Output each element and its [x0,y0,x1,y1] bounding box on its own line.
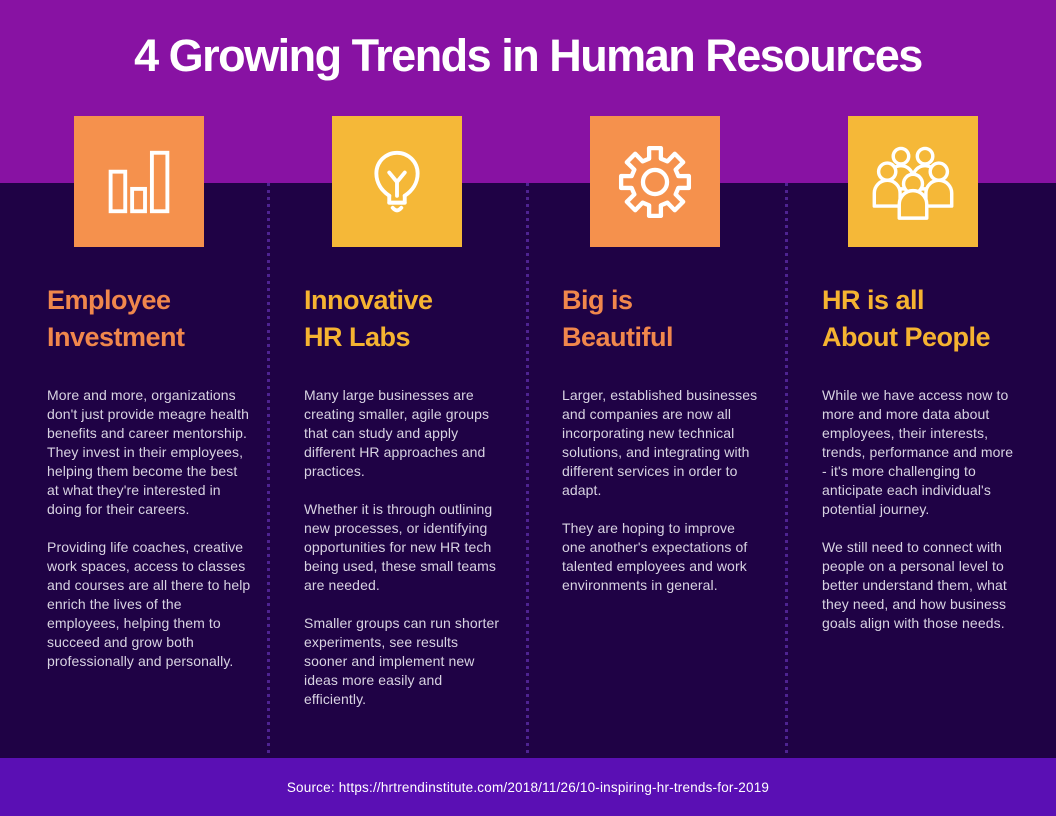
column-body: Many large businesses are creating small… [304,386,502,709]
gear-icon [618,145,692,218]
column-heading: HR is all About People [822,285,991,352]
people-icon [872,146,954,220]
paragraph: Smaller groups can run shorter experimen… [304,615,500,707]
column-body: While we have access now to more and mor… [822,386,1014,633]
page-title: 4 Growing Trends in Human Resources [134,30,923,81]
column-separator [785,183,788,755]
paragraph: While we have access now to more and mor… [822,387,1014,517]
column-heading: Innovative HR Labs [304,285,433,352]
icon-tile-employee-investment [74,116,204,247]
paragraph: Many large businesses are creating small… [304,387,490,479]
icon-tile-hr-about-people [848,116,978,247]
paragraph: Providing life coaches, creative work sp… [47,539,251,669]
lightbulb-icon [374,150,420,212]
column-separator [526,183,529,755]
paragraph: More and more, organizations don't just … [47,387,249,517]
source-text: Source: https://hrtrendinstitute.com/201… [286,779,770,795]
column-employee-investment: Employee Investment More and more, organ… [47,282,253,690]
paragraph: They are hoping to improve one another's… [562,520,748,593]
column-hr-about-people: HR is all About People While we have acc… [822,282,1014,652]
icon-tile-innovative-hr-labs [332,116,462,247]
column-body: More and more, organizations don't just … [47,386,253,671]
paragraph: Whether it is through outlining new proc… [304,501,497,593]
column-body: Larger, established businesses and compa… [562,386,760,595]
column-heading: Big is Beautiful [562,285,674,352]
column-innovative-hr-labs: Innovative HR Labs Many large businesses… [304,282,502,728]
footer-bar: Source: https://hrtrendinstitute.com/201… [0,758,1056,816]
paragraph: Larger, established businesses and compa… [562,387,758,498]
paragraph: We still need to connect with people on … [822,539,1007,631]
column-separator [267,183,270,755]
icon-tile-big-is-beautiful [590,116,720,247]
bar-chart-icon [108,150,170,213]
column-big-is-beautiful: Big is Beautiful Larger, established bus… [562,282,760,614]
column-heading: Employee Investment [47,285,185,352]
